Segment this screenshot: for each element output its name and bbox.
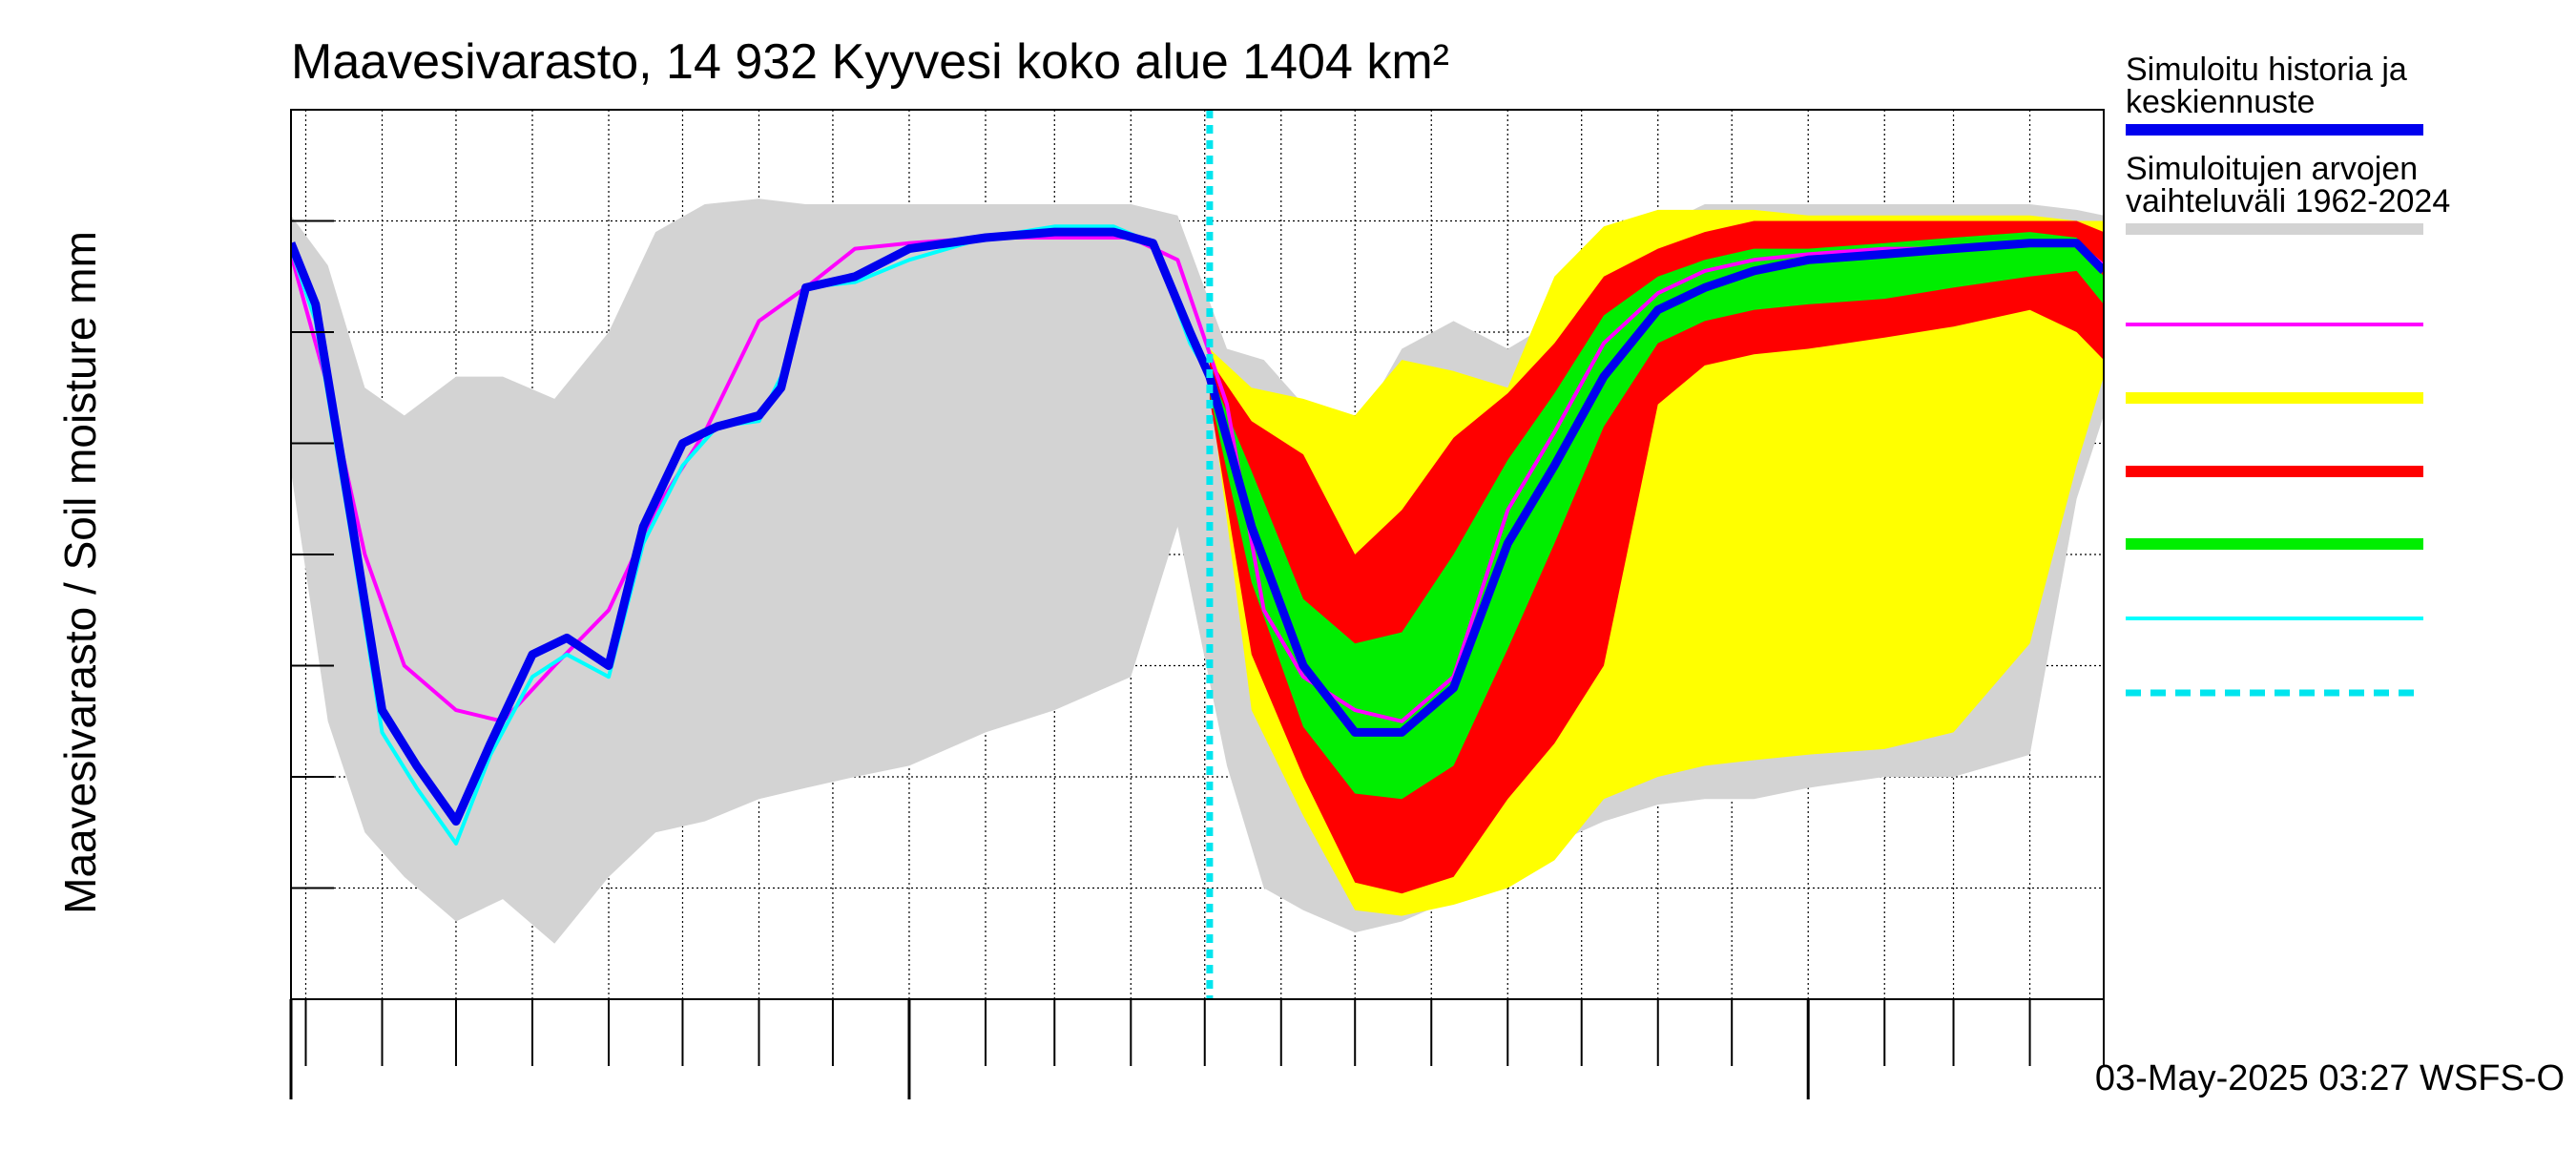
legend-label: Simuloitu historia ja keskiennuste (2126, 52, 2407, 120)
legend-item: Simuloitujen arvojen vaihteluväli 1962-20… (2126, 151, 2450, 235)
series-line-5 (291, 224, 1212, 846)
footer-timestamp: 03-May-2025 03:27 WSFS-O (2095, 1058, 2565, 1098)
plot-layer (291, 110, 2104, 999)
chart-title: Maavesivarasto, 14 932 Kyyvesi koko alue… (291, 34, 1449, 90)
plot-area (291, 110, 2104, 999)
legend-label-line: Simuloitu historia ja (2126, 52, 2407, 88)
legend-label: Simuloitujen arvojen vaihteluväli 1962-20… (2126, 151, 2450, 220)
axis-layer (289, 109, 2105, 1099)
series-line-6 (291, 227, 2104, 826)
legend: Simuloitu historia ja keskiennusteSimuloi… (2126, 52, 2450, 697)
series-band-3 (1209, 232, 2104, 800)
legend-label-line: vaihteluväli 1962-2024 (2126, 183, 2450, 220)
legend-item: Simuloitu historia ja keskiennuste (2126, 52, 2423, 136)
y-axis-label: Maavesivarasto / Soil moisture mm (55, 231, 105, 914)
legend-label-line: keskiennuste (2126, 84, 2315, 120)
series-line-4 (291, 236, 2104, 723)
legend-label-line: Simuloitujen arvojen (2126, 151, 2418, 187)
